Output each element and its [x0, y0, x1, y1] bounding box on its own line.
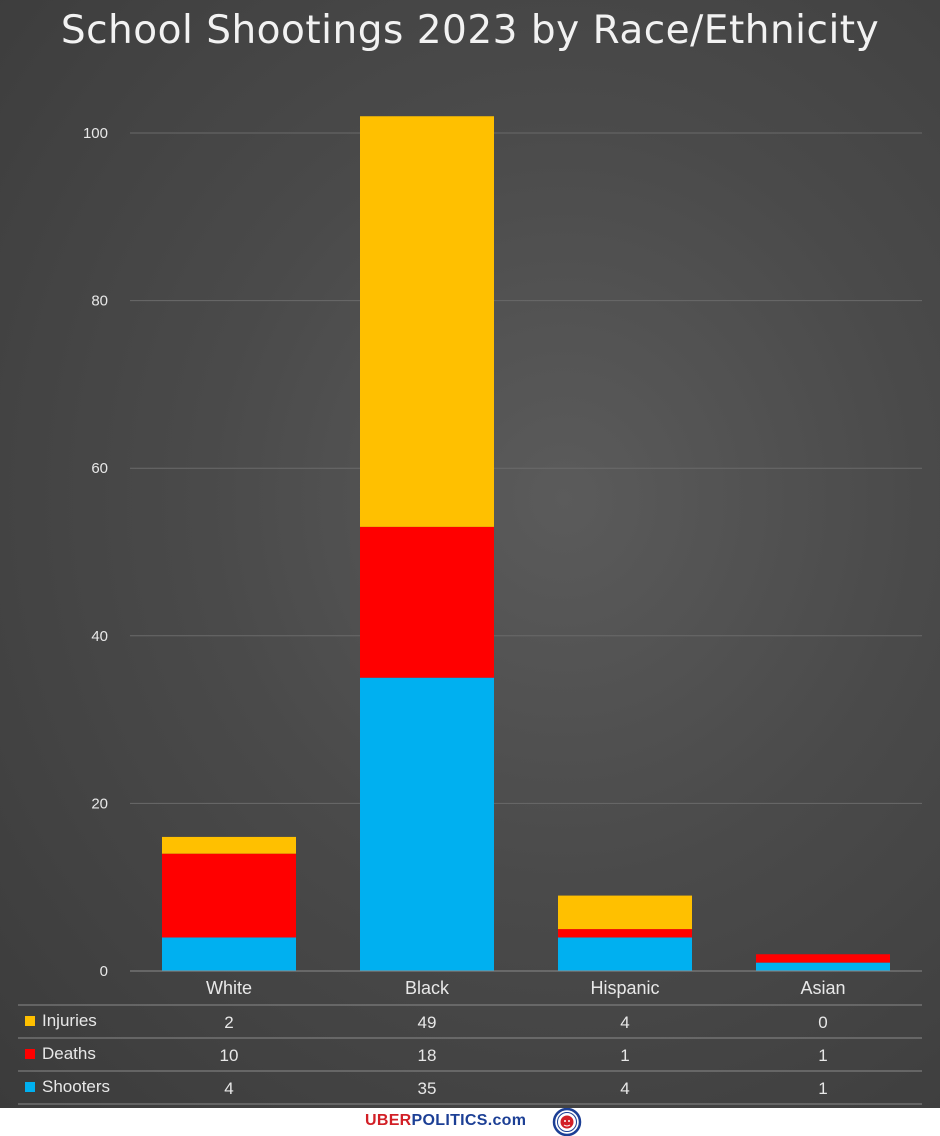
x-category-label: White — [206, 978, 252, 998]
data-table-value: 1 — [620, 1046, 629, 1065]
y-tick-label: 100 — [83, 125, 108, 142]
data-table-value: 2 — [224, 1013, 233, 1032]
bar-segment-injuries — [162, 836, 296, 854]
data-table-value: 4 — [620, 1079, 629, 1098]
legend-label-shooters: Shooters — [42, 1077, 110, 1096]
footer: UBERPOLITICS.com — [0, 1108, 940, 1136]
bar-segment-shooters — [756, 962, 890, 971]
x-category-label: Black — [405, 978, 450, 998]
brand-part-politics: POLITICS — [411, 1112, 488, 1129]
bar-segment-injuries — [360, 116, 494, 527]
y-tick-label: 0 — [100, 963, 108, 980]
bar-segment-deaths — [162, 853, 296, 938]
legend-label-injuries: Injuries — [42, 1011, 97, 1030]
data-table-value: 10 — [220, 1046, 239, 1065]
y-tick-label: 40 — [91, 628, 108, 645]
bar-segment-deaths — [360, 526, 494, 678]
bar-segment-deaths — [756, 954, 890, 963]
legend-key-deaths — [25, 1049, 35, 1059]
data-table-value: 4 — [224, 1079, 233, 1098]
y-tick-label: 80 — [91, 293, 108, 310]
chart-title: School Shootings 2023 by Race/Ethnicity — [60, 8, 880, 53]
data-table-value: 1 — [818, 1046, 827, 1065]
bar-segment-injuries — [558, 895, 692, 930]
lion-seal-icon — [552, 1108, 582, 1136]
data-table-value: 0 — [818, 1013, 827, 1032]
bar-segment-deaths — [558, 929, 692, 938]
data-table-value: 18 — [418, 1046, 437, 1065]
data-table-value: 49 — [418, 1013, 437, 1032]
y-tick-label: 60 — [91, 460, 108, 477]
chart-panel: School Shootings 2023 by Race/Ethnicity … — [0, 0, 940, 1108]
brand-logo-text[interactable]: UBERPOLITICS.com — [365, 1112, 526, 1130]
legend-key-injuries — [25, 1016, 35, 1026]
bar-segment-shooters — [162, 937, 296, 971]
data-table-value: 4 — [620, 1013, 629, 1032]
legend-label-deaths: Deaths — [42, 1044, 96, 1063]
bar-segment-shooters — [360, 677, 494, 971]
x-category-label: Asian — [800, 978, 845, 998]
data-table-value: 1 — [818, 1079, 827, 1098]
bar-segment-shooters — [558, 937, 692, 971]
legend-key-shooters — [25, 1082, 35, 1092]
y-tick-label: 20 — [91, 795, 108, 812]
x-category-label: Hispanic — [590, 978, 659, 998]
brand-part-uber: UBER — [365, 1112, 412, 1129]
data-table-value: 35 — [418, 1079, 437, 1098]
brand-part-com: .com — [487, 1112, 527, 1129]
